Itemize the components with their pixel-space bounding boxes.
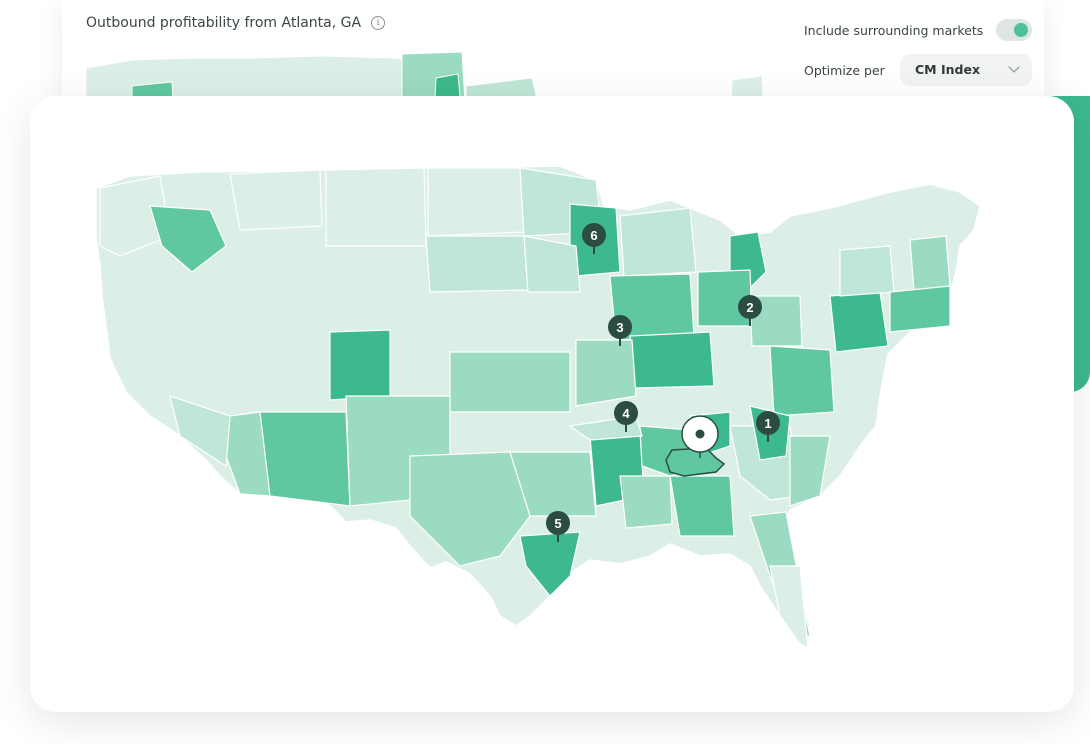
rank-pin-4[interactable]: 4 xyxy=(614,401,638,432)
rank-pin-3[interactable]: 3 xyxy=(608,315,632,346)
surrounding-markets-toggle[interactable] xyxy=(996,19,1032,41)
page-title-text: Outbound profitability from Atlanta, GA xyxy=(86,15,362,31)
map-card: 1 2 3 4 5 6 xyxy=(30,96,1074,712)
surrounding-markets-label: Include surrounding markets xyxy=(804,23,984,38)
rank-pin-label: 1 xyxy=(764,416,771,431)
optimize-select-value: CM Index xyxy=(915,62,981,77)
rank-pin-6[interactable]: 6 xyxy=(582,223,606,254)
rank-pin-label: 4 xyxy=(622,406,630,421)
us-map: 1 2 3 4 5 6 xyxy=(95,165,981,650)
optimize-select[interactable]: CM Index xyxy=(900,54,1032,86)
rank-pin-2[interactable]: 2 xyxy=(738,295,762,326)
origin-region xyxy=(665,447,726,477)
rank-pin-label: 6 xyxy=(590,228,597,243)
rank-pin-label: 5 xyxy=(554,516,561,531)
rank-pin-label: 2 xyxy=(746,300,753,315)
optimize-label: Optimize per xyxy=(804,63,885,78)
origin-target-icon[interactable] xyxy=(681,415,719,458)
rank-pin-1[interactable]: 1 xyxy=(756,411,780,442)
toggle-knob xyxy=(1014,23,1028,37)
info-icon[interactable]: i xyxy=(371,16,386,30)
rank-pin-label: 3 xyxy=(616,320,623,335)
rank-pin-5[interactable]: 5 xyxy=(546,511,570,542)
page-title: Outbound profitability from Atlanta, GA … xyxy=(86,15,386,31)
